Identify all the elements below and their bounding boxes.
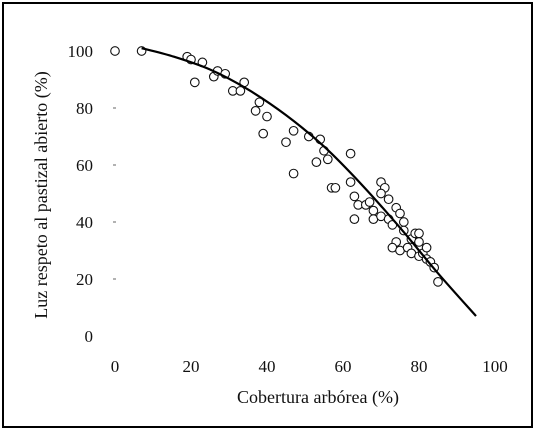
data-point	[349, 191, 360, 202]
x-tick-label: 100	[482, 357, 508, 376]
data-point	[235, 86, 246, 96]
x-tick-label: 80	[411, 357, 428, 376]
data-point	[110, 46, 120, 56]
data-point	[262, 111, 272, 122]
y-tick-label: 0	[85, 327, 94, 346]
data-point	[364, 197, 375, 207]
data-point	[258, 128, 269, 139]
x-tick-label: 40	[259, 357, 276, 376]
x-axis: 0 20 40 60 80 100	[111, 357, 508, 376]
data-point	[414, 228, 424, 239]
data-point	[254, 97, 265, 108]
fit-curve-group	[141, 47, 477, 317]
data-point	[345, 148, 356, 159]
x-tick-label: 0	[111, 357, 120, 376]
y-tick-label: 80	[76, 99, 93, 118]
data-point	[189, 77, 200, 88]
data-point	[288, 168, 299, 179]
data-point	[395, 208, 405, 219]
data-point	[421, 242, 432, 253]
x-axis-label: Cobertura arbórea (%)	[237, 387, 399, 408]
data-point	[376, 188, 386, 199]
data-point	[398, 217, 409, 227]
data-point	[345, 177, 356, 187]
data-point	[349, 214, 360, 224]
data-point	[281, 137, 291, 148]
data-point	[368, 205, 379, 216]
y-tick-label: 60	[76, 156, 93, 175]
y-tick-label: 40	[76, 213, 93, 232]
y-axis: 0 20 40 60 80 100	[68, 42, 116, 346]
data-point	[311, 157, 322, 167]
data-point	[288, 125, 299, 136]
data-point	[330, 182, 341, 193]
data-point	[414, 237, 424, 247]
data-point	[383, 194, 394, 205]
data-point	[250, 105, 261, 116]
fit-curve	[141, 47, 477, 317]
x-tick-label: 20	[183, 357, 200, 376]
y-axis-label: Luz respeto al pastizal abierto (%)	[31, 71, 52, 318]
data-point	[322, 154, 333, 165]
y-tick-label: 20	[76, 270, 93, 289]
y-tick-label: 100	[68, 42, 94, 61]
x-tick-label: 60	[335, 357, 352, 376]
data-point	[433, 277, 443, 287]
data-points	[110, 46, 443, 287]
